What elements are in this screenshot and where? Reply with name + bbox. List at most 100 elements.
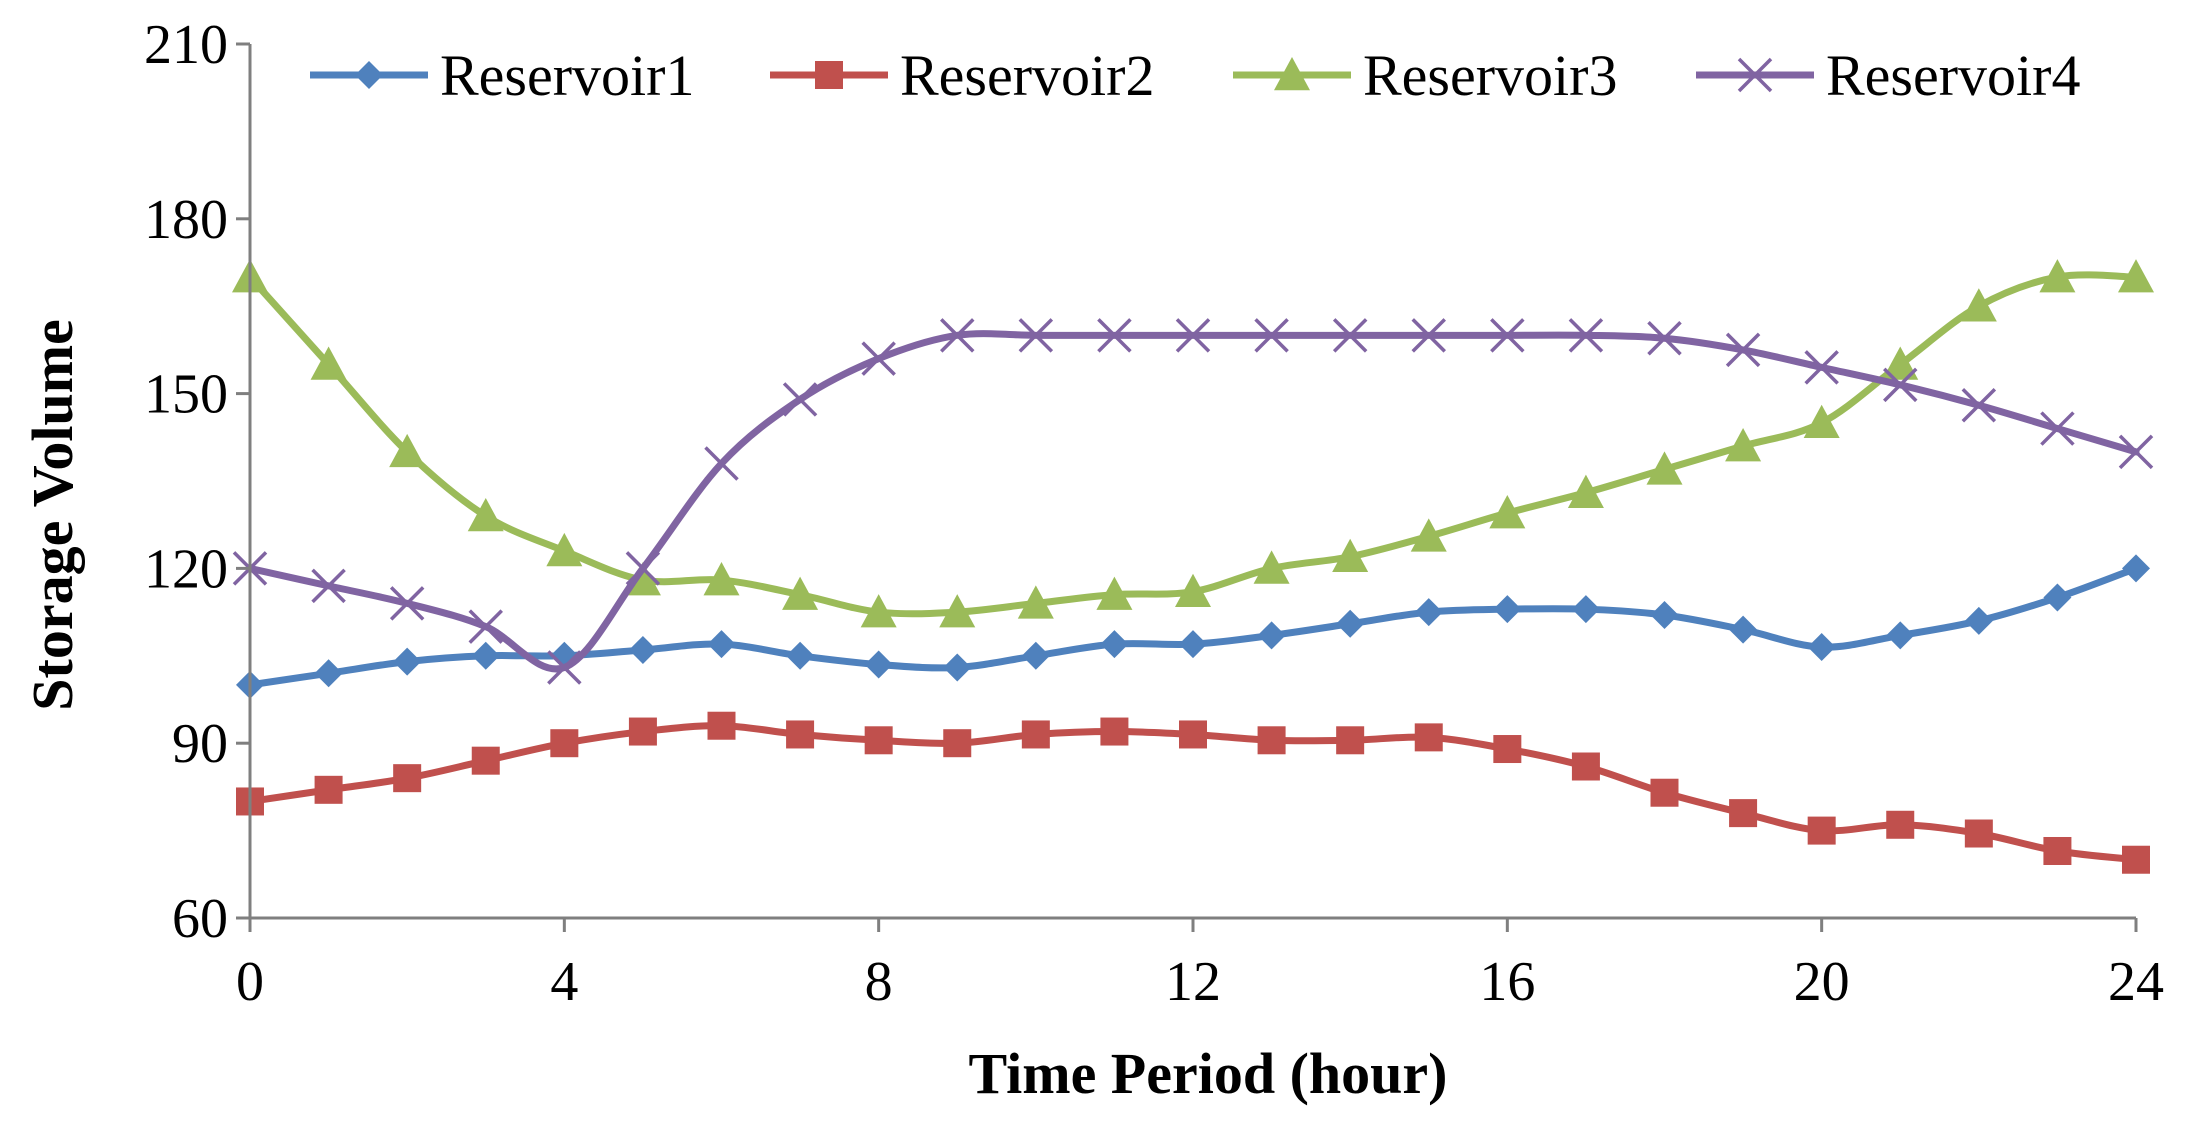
legend-swatch-marker xyxy=(1737,57,1773,93)
reservoir2-point xyxy=(628,717,657,746)
reservoir1-point xyxy=(1414,598,1443,627)
reservoir3-point xyxy=(1960,288,1997,322)
x-tick-label: 0 xyxy=(236,951,264,1013)
reservoir3-point xyxy=(1882,346,1919,380)
reservoir3-point xyxy=(1803,404,1840,439)
legend-label: Reservoir2 xyxy=(900,43,1155,108)
series-reservoir4 xyxy=(232,318,2154,685)
reservoir3-point xyxy=(939,594,976,628)
reservoir2-point xyxy=(393,764,422,793)
reservoir4-point xyxy=(1804,350,1839,385)
legend: Reservoir1 Reservoir2 Reservoir3 Reservoir4 xyxy=(310,43,2081,108)
legend-label: Reservoir4 xyxy=(1826,43,2081,108)
reservoir4-point xyxy=(2040,411,2075,446)
reservoir4-point xyxy=(1411,318,1446,353)
reservoir4-point xyxy=(1254,318,1289,353)
reservoir3-point xyxy=(1175,573,1211,608)
reservoir4-point xyxy=(468,609,503,644)
reservoir1-point xyxy=(1729,615,1758,644)
reservoir4-point xyxy=(1490,318,1525,353)
reservoir2-point xyxy=(1650,778,1679,807)
reservoir1-point xyxy=(1964,606,1993,635)
reservoir3-point xyxy=(467,497,504,532)
reservoir1-point xyxy=(1493,595,1522,624)
reservoir4-point xyxy=(2118,434,2154,470)
reservoir1-point xyxy=(864,650,893,679)
reservoir1-point xyxy=(1650,601,1679,630)
series-layer xyxy=(232,259,2154,874)
legend-swatch-marker xyxy=(815,61,843,89)
reservoir4-point xyxy=(1725,332,1761,368)
legend-swatch-marker xyxy=(1274,57,1310,91)
reservoir1-point xyxy=(628,635,657,664)
reservoir3-point xyxy=(1489,495,1526,529)
reservoir1-point xyxy=(2043,583,2072,612)
legend-label: Reservoir1 xyxy=(440,43,695,108)
reservoir3-point xyxy=(2039,259,2076,293)
reservoir2-point xyxy=(1414,723,1443,752)
reservoir4-point xyxy=(782,382,818,417)
axes: 60 90 120 150 180 210 0 4 8 12 16 20 24 xyxy=(144,14,2164,1013)
reservoir2-point xyxy=(1729,799,1758,828)
reservoir4-point xyxy=(1175,318,1211,353)
reservoir4-line xyxy=(246,330,2140,673)
x-tick-label: 4 xyxy=(550,951,578,1013)
reservoir1-point xyxy=(1886,621,1915,650)
legend-label: Reservoir3 xyxy=(1363,43,1618,108)
reservoir4-point xyxy=(1568,318,1604,353)
reservoir4-point xyxy=(861,341,896,376)
y-tick-label: 180 xyxy=(144,189,228,251)
reservoir4-point xyxy=(547,650,582,685)
legend-item-reservoir2: Reservoir2 xyxy=(770,43,1155,108)
reservoir2-point xyxy=(1493,735,1522,764)
series-reservoir3 xyxy=(232,259,2154,628)
y-tick-label: 60 xyxy=(172,888,228,950)
reservoir2-point xyxy=(2043,836,2072,865)
legend-swatch-marker xyxy=(355,61,383,89)
reservoir2-point xyxy=(471,746,500,775)
series-reservoir1 xyxy=(236,554,2150,699)
reservoir1-point xyxy=(1807,633,1836,662)
reservoir4-point xyxy=(1097,318,1132,353)
reservoir3-point xyxy=(310,346,347,380)
x-tick-label: 24 xyxy=(2108,951,2164,1013)
reservoir1-point xyxy=(1257,621,1286,650)
reservoir1-point xyxy=(314,659,343,688)
x-tick-label: 20 xyxy=(1794,951,1850,1013)
reservoir4-point xyxy=(1883,367,1918,403)
reservoir3-point xyxy=(703,562,740,596)
x-axis-title: Time Period (hour) xyxy=(969,1041,1448,1106)
legend-item-reservoir3: Reservoir3 xyxy=(1233,43,1618,108)
reservoir1-point xyxy=(1179,630,1207,659)
reservoir1-point xyxy=(1571,595,1600,624)
reservoir2-point xyxy=(864,726,893,755)
y-tick-label: 150 xyxy=(144,364,228,426)
reservoir1-point xyxy=(1336,609,1365,638)
reservoir2-point xyxy=(943,729,972,758)
reservoir3-point xyxy=(1096,576,1133,610)
reservoir3-point xyxy=(1410,518,1447,552)
reservoir3-point xyxy=(1646,451,1683,485)
reservoir2-point xyxy=(550,729,579,758)
reservoir1-point xyxy=(786,641,815,670)
reservoir2-point xyxy=(707,711,736,740)
reservoir3-point xyxy=(1017,585,1054,619)
series-reservoir2 xyxy=(236,711,2150,874)
reservoir3-point xyxy=(546,532,583,567)
reservoir2-point xyxy=(1021,720,1050,749)
reservoir4-point xyxy=(1332,318,1368,353)
y-tick-label: 90 xyxy=(172,713,228,775)
reservoir4-point xyxy=(311,568,346,604)
reservoir4-point xyxy=(625,551,661,586)
reservoir4-point xyxy=(1961,388,1997,423)
reservoir2-point xyxy=(786,720,815,749)
reservoir2-point xyxy=(1964,819,1993,848)
reservoir2-point xyxy=(1257,726,1286,755)
reservoir3-point xyxy=(389,433,426,468)
reservoir3-point xyxy=(1253,550,1290,584)
reservoir2-point xyxy=(1100,717,1129,746)
x-axis-ticks: 0 4 8 12 16 20 24 xyxy=(236,918,2164,1013)
reservoir2-point xyxy=(1886,810,1915,839)
y-axis-ticks: 60 90 120 150 180 210 xyxy=(144,14,250,950)
